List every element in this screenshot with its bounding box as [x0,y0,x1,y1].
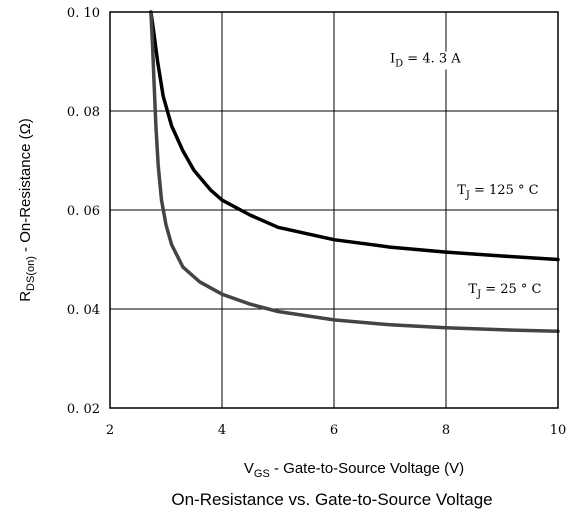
x-tick-label: 8 [442,423,450,438]
grid-layer [110,12,558,408]
chart-title: On-Resistance vs. Gate-to-Source Voltage [171,490,492,509]
x-tick-label: 10 [550,423,567,438]
y-tick-label: 0. 08 [67,105,100,120]
y-tick-label: 0. 02 [67,402,100,417]
annotation-1: TJ = 125 ° C [457,183,538,201]
x-axis-label: VGS - Gate-to-Source Voltage (V) [244,460,464,480]
y-axis-label: RDS(on) - On-Resistance (Ω) [17,118,37,302]
tick-labels: 2 4 6 8 10 0. 02 0. 04 0. 06 0. 08 0. 10 [67,6,566,438]
series-line-1 [149,10,560,334]
plot-frame [109,11,559,409]
x-tick-label: 6 [330,423,338,438]
x-tick-label: 4 [218,423,226,438]
series-line-0 [149,10,560,262]
annotation-0: ID = 4. 3 A [390,51,461,69]
y-tick-label: 0. 04 [67,303,100,318]
y-tick-label: 0. 06 [67,204,100,219]
annotation-layer: ID = 4. 3 A TJ = 125 ° C TJ = 25 ° C [388,51,544,301]
annotation-2: TJ = 25 ° C [468,282,541,300]
x-tick-label: 2 [106,423,114,438]
series-layer [149,10,560,334]
y-tick-label: 0. 10 [67,6,100,21]
